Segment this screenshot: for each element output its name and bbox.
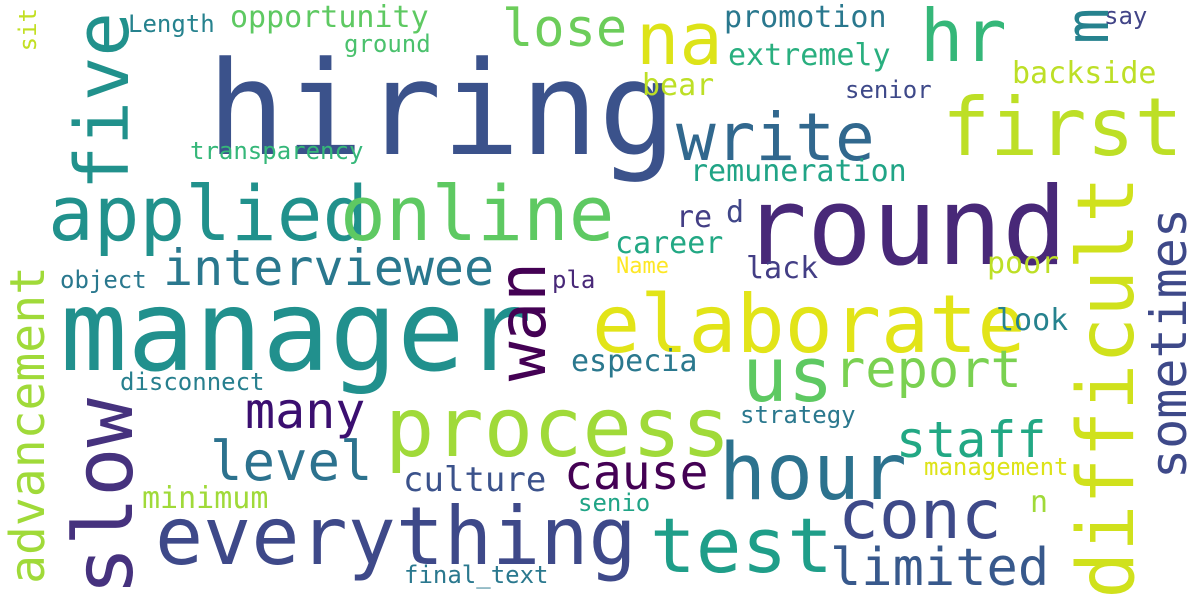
word-management: management	[924, 453, 1069, 481]
word-bear: bear	[642, 68, 715, 103]
word-elaborate: elaborate	[592, 278, 1026, 371]
word-staff: staff	[896, 411, 1047, 469]
word-cause: cause	[564, 445, 709, 501]
word-d: d	[726, 195, 745, 230]
word-sit: sit	[14, 8, 42, 52]
word-online: online	[340, 169, 615, 258]
word-wan: wan	[484, 262, 561, 382]
word-applied: applied	[48, 169, 369, 258]
word-ground: ground	[344, 30, 431, 58]
word-slow: slow	[57, 398, 152, 596]
word-extremely: extremely	[728, 38, 891, 73]
word-transparency: transparency	[190, 137, 364, 165]
word-round: round	[742, 165, 1068, 290]
word-conc: conc	[838, 476, 1002, 555]
word-m: m	[1053, 8, 1123, 45]
word-hr: hr	[920, 0, 1007, 78]
word-difficult: difficult	[1062, 176, 1152, 599]
word-manager: manager	[60, 267, 533, 397]
word-promotion: promotion	[724, 0, 887, 35]
word-us: us	[742, 330, 834, 419]
word-write: write	[676, 99, 875, 176]
word-interviewee: interviewee	[163, 239, 495, 297]
word-Name: Name	[616, 254, 669, 279]
word-level: level	[210, 430, 373, 493]
word-poor: poor	[987, 246, 1060, 281]
word-senior: senior	[845, 76, 932, 104]
word-especia: especia	[571, 344, 698, 379]
word-advancement: advancement	[0, 266, 56, 584]
word-many: many	[245, 382, 366, 440]
word-lose: lose	[502, 0, 628, 59]
word-culture: culture	[403, 460, 547, 500]
word-report: report	[834, 340, 1022, 400]
word-remuneration: remuneration	[690, 154, 907, 189]
word-first: first	[942, 81, 1183, 174]
word-everything: everything	[155, 490, 637, 583]
word-sometimes: sometimes	[1140, 208, 1198, 479]
word-hour: hour	[719, 428, 907, 518]
word-senio: senio	[578, 489, 651, 517]
word-test: test	[650, 501, 834, 590]
word-say: say	[1104, 2, 1148, 30]
word-object: object	[60, 266, 147, 294]
word-look: look	[996, 303, 1069, 338]
word-limited: limited	[830, 538, 1050, 598]
word-process: process	[385, 381, 731, 476]
word-n: n	[1030, 485, 1049, 520]
word-five: five	[60, 12, 146, 191]
word-lack: lack	[746, 251, 819, 286]
word-pla: pla	[552, 266, 596, 294]
word-backside: backside	[1012, 56, 1157, 91]
word-strategy: strategy	[740, 401, 856, 429]
word-na: na	[636, 0, 723, 81]
word-disconnect: disconnect	[120, 368, 265, 396]
word-final_text: final_text	[404, 561, 549, 589]
word-minimum: minimum	[142, 481, 269, 516]
word-opportunity: opportunity	[230, 0, 429, 35]
word-Length: Length	[128, 10, 215, 38]
word-re: re	[676, 200, 713, 235]
word-hiring: hiring	[207, 33, 677, 185]
word-career: career	[615, 226, 724, 261]
